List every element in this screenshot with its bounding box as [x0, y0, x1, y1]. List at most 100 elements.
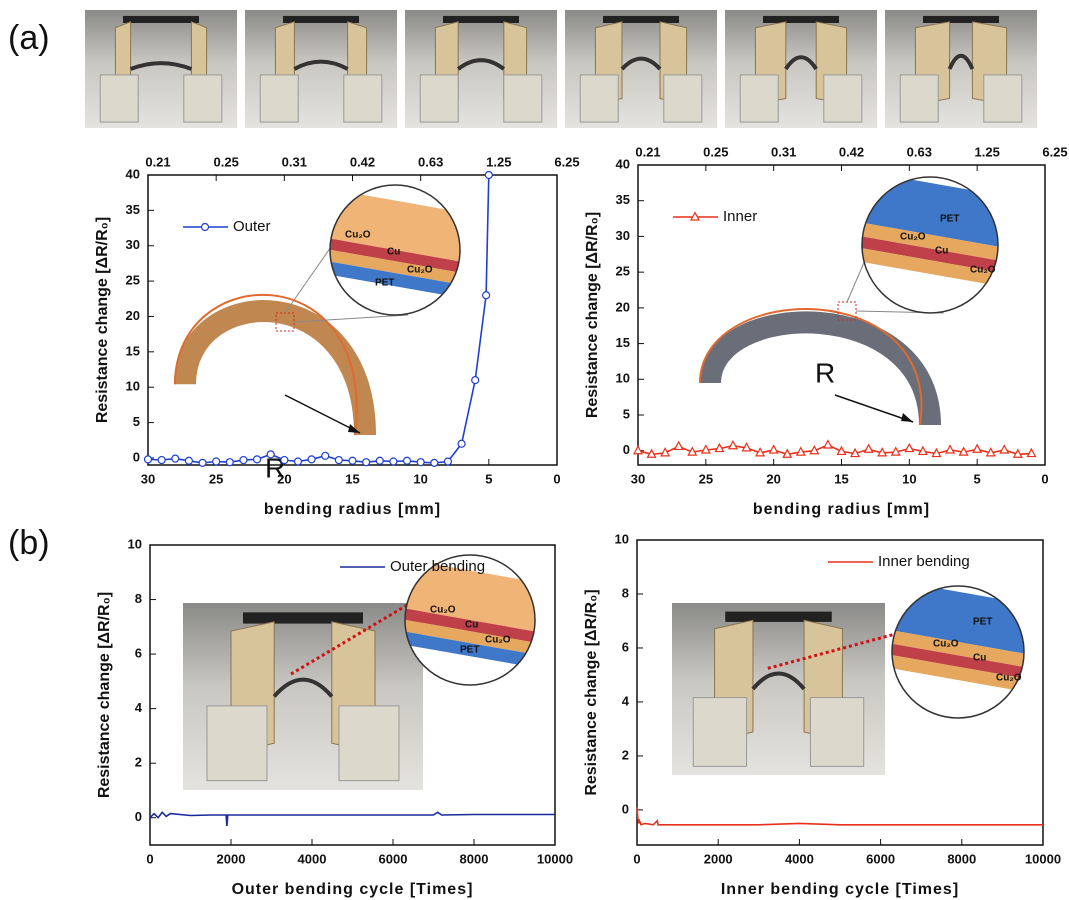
x-tick-label: 0 [146, 851, 153, 866]
top-tick-label: 0.42 [839, 144, 864, 159]
arrow-head [901, 413, 913, 422]
series-line [638, 445, 1031, 454]
rig-base [900, 75, 938, 122]
marker [905, 444, 913, 452]
arrow [285, 395, 360, 433]
legend-label: Outer bending [390, 558, 485, 575]
x-tick-label: 8000 [947, 851, 976, 866]
layer-label: Cu₂O [933, 639, 959, 650]
marker [322, 452, 329, 459]
marker [376, 457, 383, 464]
layer-label: PET [940, 214, 959, 225]
x-tick-label: 20 [277, 471, 291, 486]
x-tick-label: 4000 [298, 851, 327, 866]
layer-label: PET [973, 617, 992, 628]
rig-base [740, 75, 778, 122]
marker [770, 446, 778, 454]
legend-label: Inner [723, 208, 757, 225]
layers [806, 93, 1054, 396]
y-tick-label: 5 [133, 414, 140, 429]
y-tick-label: 15 [616, 335, 630, 350]
x-axis-title: Outer bending cycle [Times] [232, 881, 474, 898]
marker [472, 377, 479, 384]
marker [172, 455, 179, 462]
y-tick-label: 4 [622, 693, 630, 708]
marker [226, 459, 233, 466]
layer-label: Cu [387, 247, 400, 258]
x-tick-label: 20 [766, 471, 780, 486]
y-axis-title: Resistance change [ΔR/R₀] [584, 212, 601, 418]
marker [1027, 449, 1035, 457]
y-tick-label: 8 [135, 591, 142, 606]
top-tick-label: 0.31 [771, 144, 796, 159]
rig-base [824, 75, 862, 122]
x-tick-label: 0 [633, 851, 640, 866]
y-tick-label: 35 [126, 202, 140, 217]
marker [865, 445, 873, 453]
series-line [637, 807, 1043, 825]
top-tick-label: 0.31 [282, 154, 307, 169]
rig-base [420, 75, 458, 122]
x-tick-label: 6000 [866, 851, 895, 866]
marker [349, 457, 356, 464]
marker [824, 441, 832, 449]
rig-base [184, 75, 222, 122]
y-tick-label: 25 [126, 273, 140, 288]
x-tick-label: 2000 [217, 851, 246, 866]
y-axis-title: Resistance change [ΔR/R₀] [583, 589, 600, 795]
x-tick-label: 10000 [1025, 851, 1061, 866]
y-tick-label: 10 [126, 379, 140, 394]
top-tick-label: 6.25 [1042, 144, 1067, 159]
layer-label: Cu [973, 653, 986, 664]
marker [485, 172, 492, 179]
marker [158, 457, 165, 464]
y-tick-label: 40 [616, 156, 630, 171]
marker [729, 441, 737, 449]
x-tick-label: 4000 [785, 851, 814, 866]
arch [185, 311, 365, 435]
marker [267, 451, 274, 458]
marker [973, 445, 981, 453]
panel-label: (a) [8, 19, 50, 57]
x-tick-label: 30 [631, 471, 645, 486]
photo-rail [123, 16, 199, 23]
layer-label: Cu [935, 246, 948, 257]
x-tick-label: 25 [699, 471, 713, 486]
y-axis-title: Resistance change [ΔR/R₀] [96, 592, 113, 798]
y-tick-label: 8 [622, 585, 629, 600]
rig-base [100, 75, 138, 122]
layer-label: PET [375, 278, 394, 289]
x-axis-title: bending radius [mm] [264, 501, 441, 518]
marker [417, 459, 424, 466]
marker [185, 457, 192, 464]
top-tick-label: 1.25 [486, 154, 511, 169]
rig-base [260, 75, 298, 122]
y-axis-title: Resistance change [ΔR/R₀] [94, 217, 111, 423]
marker [281, 457, 288, 464]
x-axis-title: Inner bending cycle [Times] [721, 881, 959, 898]
y-tick-label: 25 [616, 264, 630, 279]
x-tick-label: 15 [834, 471, 848, 486]
y-tick-label: 15 [126, 343, 140, 358]
top-tick-label: 0.21 [635, 144, 660, 159]
x-tick-label: 10 [413, 471, 427, 486]
y-tick-label: 0 [623, 442, 630, 457]
y-tick-label: 5 [623, 406, 630, 421]
marker [634, 446, 642, 454]
top-tick-label: 1.25 [975, 144, 1000, 159]
marker [213, 458, 220, 465]
y-tick-label: 2 [622, 747, 629, 762]
layer-label: Cu₂O [970, 265, 996, 276]
x-tick-label: 0 [553, 471, 560, 486]
layer-label: Cu₂O [485, 635, 511, 646]
y-tick-label: 30 [126, 237, 140, 252]
y-tick-label: 2 [135, 755, 142, 770]
top-tick-label: 0.25 [214, 154, 239, 169]
rig-base [504, 75, 542, 122]
marker [946, 446, 954, 454]
photo-rail [763, 16, 839, 23]
panel-label: (b) [8, 524, 50, 562]
y-tick-label: 30 [616, 228, 630, 243]
top-tick-label: 6.25 [554, 154, 579, 169]
x-tick-label: 5 [974, 471, 981, 486]
